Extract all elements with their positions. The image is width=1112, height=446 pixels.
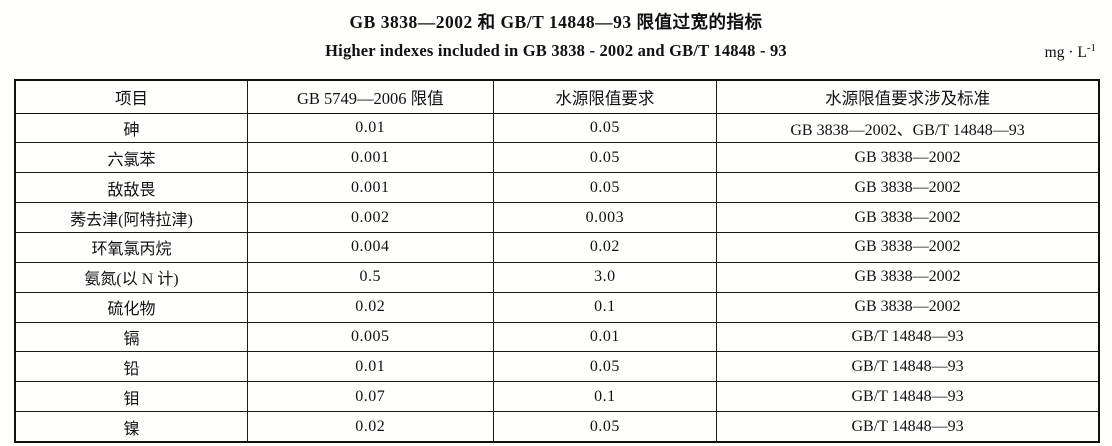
table-row: 镍 0.02 0.05 GB/T 14848—93	[14, 411, 1100, 443]
table-row: 钼 0.07 0.1 GB/T 14848—93	[14, 381, 1100, 413]
cell-item: 砷	[14, 112, 249, 144]
table-body: 砷 0.01 0.05 GB 3838—2002、GB/T 14848—93 六氯苯 0.…	[14, 112, 1100, 443]
cell-gb5749-limit: 0.001	[247, 142, 494, 174]
cell-gb5749-limit: 0.02	[247, 291, 494, 323]
cell-source-limit: 0.05	[492, 112, 718, 144]
cell-item: 硫化物	[14, 291, 249, 323]
cell-gb5749-limit: 0.004	[247, 231, 494, 263]
table-row: 莠去津(阿特拉津) 0.002 0.003 GB 3838—2002	[14, 202, 1100, 233]
cell-gb5749-limit: 0.005	[247, 321, 494, 353]
header-gb5749-limit: GB 5749—2006 限值	[247, 79, 494, 114]
cell-source-limit: 0.003	[492, 202, 718, 233]
cell-standards: GB 3838—2002	[716, 261, 1100, 293]
cell-item: 铅	[14, 351, 249, 383]
page-title: GB 3838—2002 和 GB/T 14848—93 限值过宽的指标	[349, 12, 763, 32]
cell-source-limit: 0.01	[492, 321, 718, 353]
cell-source-limit: 0.05	[492, 411, 718, 443]
cell-item: 钼	[14, 381, 249, 413]
cell-source-limit: 0.1	[492, 381, 718, 413]
cell-item: 氨氮(以 N 计)	[14, 261, 249, 293]
cell-standards: GB 3838—2002、GB/T 14848—93	[716, 112, 1100, 144]
cell-standards: GB 3838—2002	[716, 291, 1100, 323]
subtitle-row: Higher indexes included in GB 3838 - 200…	[0, 41, 1112, 63]
cell-standards: GB/T 14848—93	[716, 321, 1100, 353]
cell-gb5749-limit: 0.002	[247, 202, 494, 233]
table-row: 砷 0.01 0.05 GB 3838—2002、GB/T 14848—93	[14, 112, 1100, 144]
table-row: 环氧氯丙烷 0.004 0.02 GB 3838—2002	[14, 231, 1100, 263]
cell-gb5749-limit: 0.5	[247, 261, 494, 293]
table-row: 镉 0.005 0.01 GB/T 14848—93	[14, 321, 1100, 353]
cell-standards: GB 3838—2002	[716, 231, 1100, 263]
limits-table: 项目 GB 5749—2006 限值 水源限值要求 水源限值要求涉及标准 砷 0.…	[14, 79, 1100, 443]
cell-item: 镍	[14, 411, 249, 443]
table-header: 项目 GB 5749—2006 限值 水源限值要求 水源限值要求涉及标准	[14, 79, 1100, 114]
cell-standards: GB/T 14848—93	[716, 411, 1100, 443]
cell-standards: GB 3838—2002	[716, 202, 1100, 233]
cell-gb5749-limit: 0.01	[247, 351, 494, 383]
cell-standards: GB/T 14848—93	[716, 381, 1100, 413]
table-row: 六氯苯 0.001 0.05 GB 3838—2002	[14, 142, 1100, 174]
cell-standards: GB/T 14848—93	[716, 351, 1100, 383]
table-row: 铅 0.01 0.05 GB/T 14848—93	[14, 351, 1100, 383]
cell-item: 镉	[14, 321, 249, 353]
cell-source-limit: 0.1	[492, 291, 718, 323]
cell-gb5749-limit: 0.07	[247, 381, 494, 413]
header-item: 项目	[14, 79, 249, 114]
cell-item: 环氧氯丙烷	[14, 231, 249, 263]
table-row: 敌敌畏 0.001 0.05 GB 3838—2002	[14, 172, 1100, 204]
header-source-limit: 水源限值要求	[492, 79, 718, 114]
cell-gb5749-limit: 0.001	[247, 172, 494, 204]
cell-source-limit: 0.02	[492, 231, 718, 263]
cell-source-limit: 0.05	[492, 351, 718, 383]
cell-item: 敌敌畏	[14, 172, 249, 204]
cell-gb5749-limit: 0.01	[247, 112, 494, 144]
header-standards: 水源限值要求涉及标准	[716, 79, 1100, 114]
cell-source-limit: 3.0	[492, 261, 718, 293]
unit-base: mg · L	[1044, 44, 1087, 62]
cell-source-limit: 0.05	[492, 142, 718, 174]
cell-standards: GB 3838—2002	[716, 142, 1100, 174]
unit-label: mg · L-1	[1045, 42, 1096, 62]
unit-exponent: -1	[1086, 42, 1096, 54]
cell-item: 莠去津(阿特拉津)	[14, 202, 249, 233]
table-row: 硫化物 0.02 0.1 GB 3838—2002	[14, 291, 1100, 323]
cell-source-limit: 0.05	[492, 172, 718, 204]
cell-standards: GB 3838—2002	[716, 172, 1100, 204]
table-row: 氨氮(以 N 计) 0.5 3.0 GB 3838—2002	[14, 261, 1100, 293]
header-row: 项目 GB 5749—2006 限值 水源限值要求 水源限值要求涉及标准	[14, 79, 1100, 114]
cell-gb5749-limit: 0.02	[247, 411, 494, 443]
page-subtitle-english: Higher indexes included in GB 3838 - 200…	[325, 41, 787, 60]
cell-item: 六氯苯	[14, 142, 249, 174]
